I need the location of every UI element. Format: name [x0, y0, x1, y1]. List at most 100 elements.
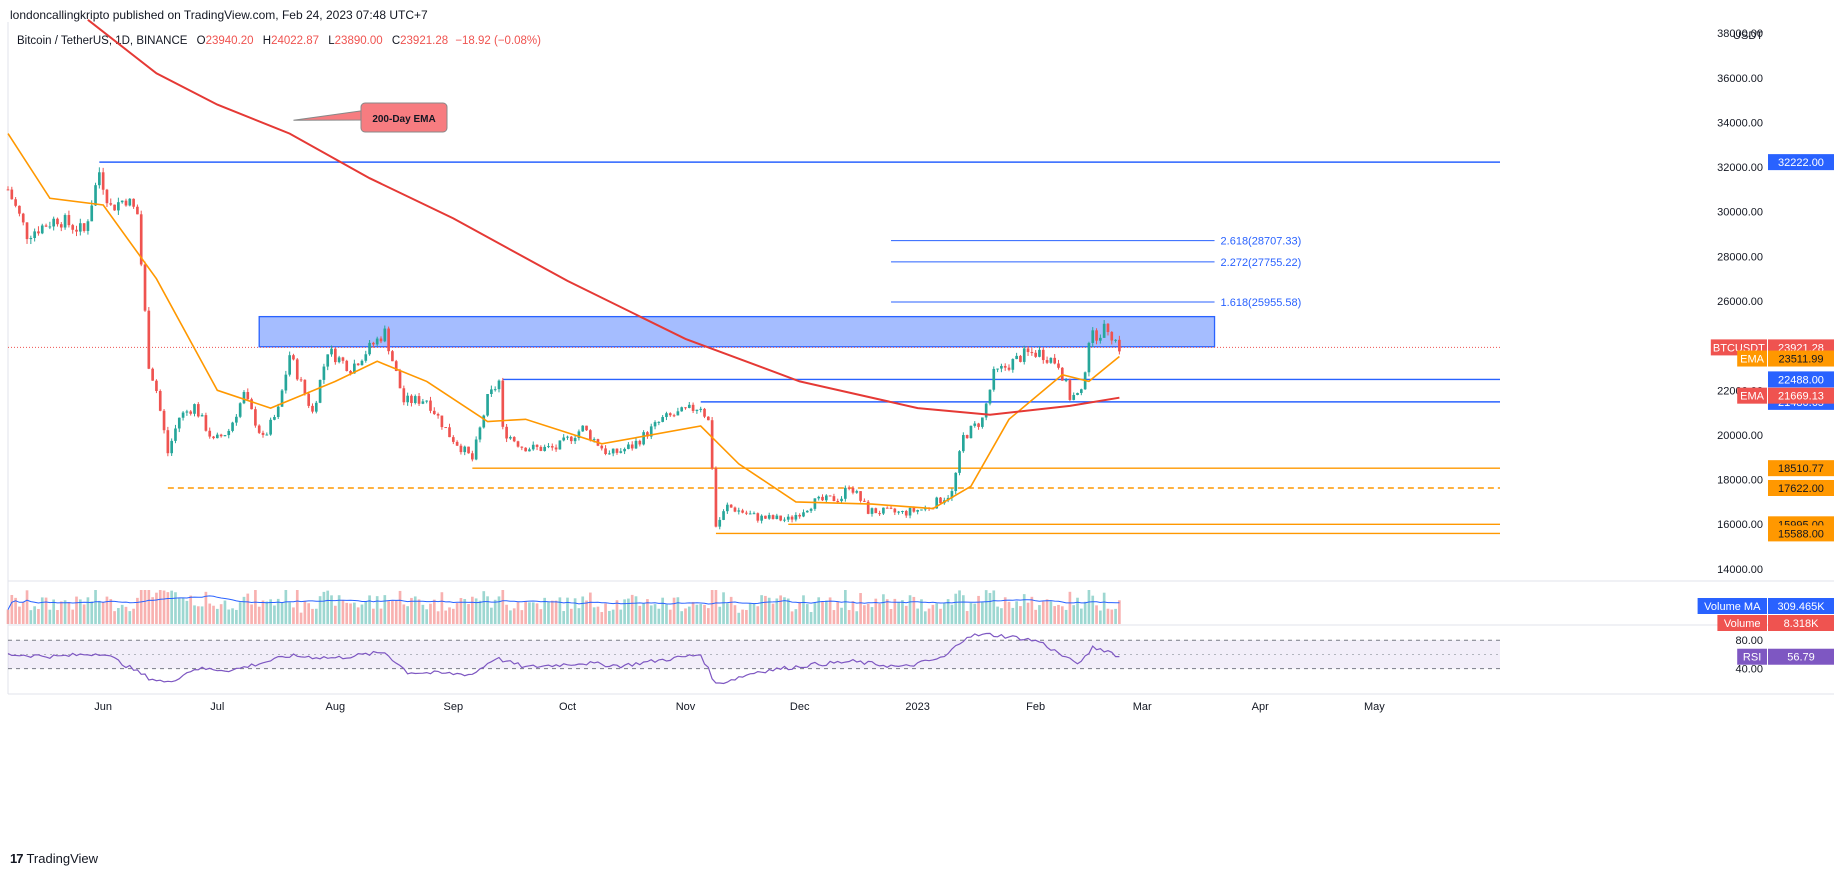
level-price-tag-bg [1768, 460, 1834, 477]
candle-body [916, 510, 919, 512]
candle-body [611, 448, 615, 454]
candle-body [981, 417, 984, 427]
candle-body [193, 404, 196, 414]
volume-bar [421, 604, 425, 624]
candle-body [737, 510, 741, 512]
volume-bar [608, 610, 611, 624]
candle-body [893, 508, 897, 513]
candle-body [516, 441, 520, 447]
candle-body [410, 395, 413, 403]
candle-body [1118, 339, 1121, 352]
candle-body [71, 225, 75, 230]
candle-body [375, 338, 379, 345]
volume-bar [227, 609, 231, 624]
candle-body [1110, 332, 1114, 341]
volume-bar [665, 604, 668, 624]
volume-bar [1068, 591, 1072, 624]
candle-body [828, 495, 832, 497]
candle-body [292, 355, 295, 360]
candle-body [417, 396, 421, 404]
volume-bar [942, 603, 946, 624]
candle-body [592, 439, 596, 441]
candle-body [29, 237, 33, 240]
candle-body [889, 507, 893, 509]
volume-bar [193, 605, 196, 624]
volume-bar [48, 609, 52, 624]
fib-label: 2.272(27755.22) [1221, 257, 1302, 269]
volume-bar [436, 611, 440, 624]
candle-body [969, 425, 973, 439]
price-tick-label: 28000.00 [1717, 251, 1763, 263]
volume-bar [832, 610, 836, 624]
candle-body [1102, 323, 1106, 338]
volume-bar [246, 593, 250, 624]
candle-body [691, 404, 695, 411]
symbol-bar: Bitcoin / TetherUS, 1D, BINANCE O23940.2… [17, 35, 541, 47]
volume-bar [764, 595, 767, 624]
volume-bar [402, 604, 406, 624]
volume-bar [756, 606, 760, 624]
candle-body [657, 421, 661, 423]
candle-body [98, 172, 101, 186]
resistance-zone-layer [258, 315, 1216, 348]
candle-body [1049, 357, 1053, 363]
candle-body [703, 408, 706, 417]
ema200-price-tag-bg [1768, 387, 1834, 404]
candle-body [863, 500, 866, 502]
candle-body [505, 426, 508, 439]
candle-body [1038, 349, 1041, 357]
candle-body [783, 519, 786, 521]
candle-body [904, 511, 908, 516]
volume-bar [71, 609, 75, 624]
candle-body [216, 434, 219, 439]
candle-body [973, 423, 977, 426]
candle-body [383, 328, 387, 342]
symbol-title[interactable]: Bitcoin / TetherUS, 1D, BINANCE [17, 35, 188, 47]
candle-body [859, 491, 862, 501]
volume-bar [101, 602, 105, 624]
candle-body [40, 225, 44, 234]
annotation-text: 200-Day EMA [372, 114, 435, 125]
volume-pane [6, 590, 1121, 624]
volume-bar [802, 595, 805, 624]
annotation-box [360, 102, 448, 133]
volume-bar [809, 612, 813, 624]
candle-body [748, 513, 752, 515]
volume-bar [870, 607, 874, 624]
candle-body [398, 371, 402, 389]
volume-ma-value-tag: 309.465K [1777, 601, 1825, 613]
volume-bar [238, 602, 242, 624]
volume-bar [151, 597, 154, 624]
candle-body [421, 401, 425, 404]
volume-bar [1038, 605, 1041, 624]
volume-bar [1007, 601, 1011, 624]
candle-body [132, 198, 135, 207]
candle-body [200, 415, 204, 417]
volume-bar [314, 608, 318, 624]
high-value: 24022.87 [271, 35, 320, 47]
volume-bar [726, 603, 729, 624]
candle-body [535, 444, 539, 447]
volume-bar [733, 605, 737, 624]
volume-bar [718, 606, 722, 624]
candle-body [387, 328, 390, 352]
candle-body [490, 389, 493, 395]
volume-bar [1102, 592, 1106, 624]
candle-body [550, 446, 554, 448]
candle-body [630, 444, 634, 449]
high-label: H [262, 35, 272, 47]
price-chart[interactable]: 2.618(28707.33) 2.272(27755.22) 1.618(2595… [0, 0, 1834, 850]
volume-bar [531, 602, 535, 624]
volume-bar [745, 609, 748, 624]
volume-bar [1076, 597, 1079, 624]
volume-bar [86, 597, 90, 624]
candle-body [554, 447, 558, 450]
volume-bar [288, 602, 291, 624]
candle-body [649, 426, 653, 437]
candle-body [539, 446, 543, 451]
level-price-tag-bg [1768, 525, 1834, 542]
volume-bar [493, 599, 497, 624]
candle-body [189, 411, 193, 414]
volume-bar [573, 598, 577, 624]
volume-bar [40, 597, 44, 624]
